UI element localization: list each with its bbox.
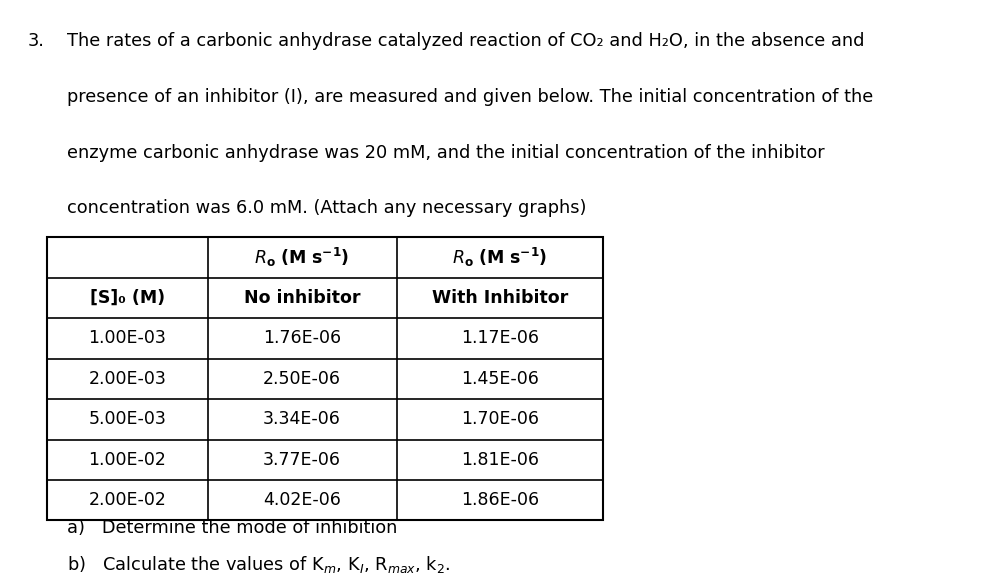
Text: 1.45E-06: 1.45E-06 [461, 370, 539, 388]
Text: 3.77E-06: 3.77E-06 [263, 451, 341, 469]
Text: 1.00E-02: 1.00E-02 [89, 451, 166, 469]
Text: 1.76E-06: 1.76E-06 [263, 329, 341, 347]
Text: 2.00E-02: 2.00E-02 [89, 491, 166, 509]
Text: b)   Calculate the values of K$_m$, K$_I$, R$_{max}$, k$_2$.: b) Calculate the values of K$_m$, K$_I$,… [67, 554, 451, 575]
Text: 5.00E-03: 5.00E-03 [89, 410, 166, 428]
Text: concentration was 6.0 mM. (Attach any necessary graphs): concentration was 6.0 mM. (Attach any ne… [67, 199, 586, 217]
Text: $\mathbf{\mathit{R}_o}$ $\mathbf{(M\ s^{-1})}$: $\mathbf{\mathit{R}_o}$ $\mathbf{(M\ s^{… [453, 246, 547, 269]
Text: 1.00E-03: 1.00E-03 [89, 329, 166, 347]
Text: 2.50E-06: 2.50E-06 [263, 370, 341, 388]
Text: [S]₀ (M): [S]₀ (M) [90, 289, 165, 307]
Text: 1.70E-06: 1.70E-06 [461, 410, 539, 428]
Text: 1.81E-06: 1.81E-06 [461, 451, 539, 469]
Text: presence of an inhibitor (I), are measured and given below. The initial concentr: presence of an inhibitor (I), are measur… [67, 88, 873, 106]
Text: No inhibitor: No inhibitor [244, 289, 360, 307]
Text: 3.34E-06: 3.34E-06 [263, 410, 341, 428]
Text: 2.00E-03: 2.00E-03 [89, 370, 166, 388]
Text: a)   Determine the mode of inhibition: a) Determine the mode of inhibition [67, 519, 398, 537]
Text: $\mathbf{\mathit{R}_o}$ $\mathbf{(M\ s^{-1})}$: $\mathbf{\mathit{R}_o}$ $\mathbf{(M\ s^{… [255, 246, 349, 269]
Text: The rates of a carbonic anhydrase catalyzed reaction of CO₂ and H₂O, in the abse: The rates of a carbonic anhydrase cataly… [67, 32, 864, 50]
Text: With Inhibitor: With Inhibitor [432, 289, 568, 307]
Text: 4.02E-06: 4.02E-06 [263, 491, 341, 509]
Text: 1.17E-06: 1.17E-06 [461, 329, 539, 347]
Text: 3.: 3. [28, 32, 44, 50]
Text: enzyme carbonic anhydrase was 20 mM, and the initial concentration of the inhibi: enzyme carbonic anhydrase was 20 mM, and… [67, 144, 825, 162]
Text: 1.86E-06: 1.86E-06 [461, 491, 539, 509]
